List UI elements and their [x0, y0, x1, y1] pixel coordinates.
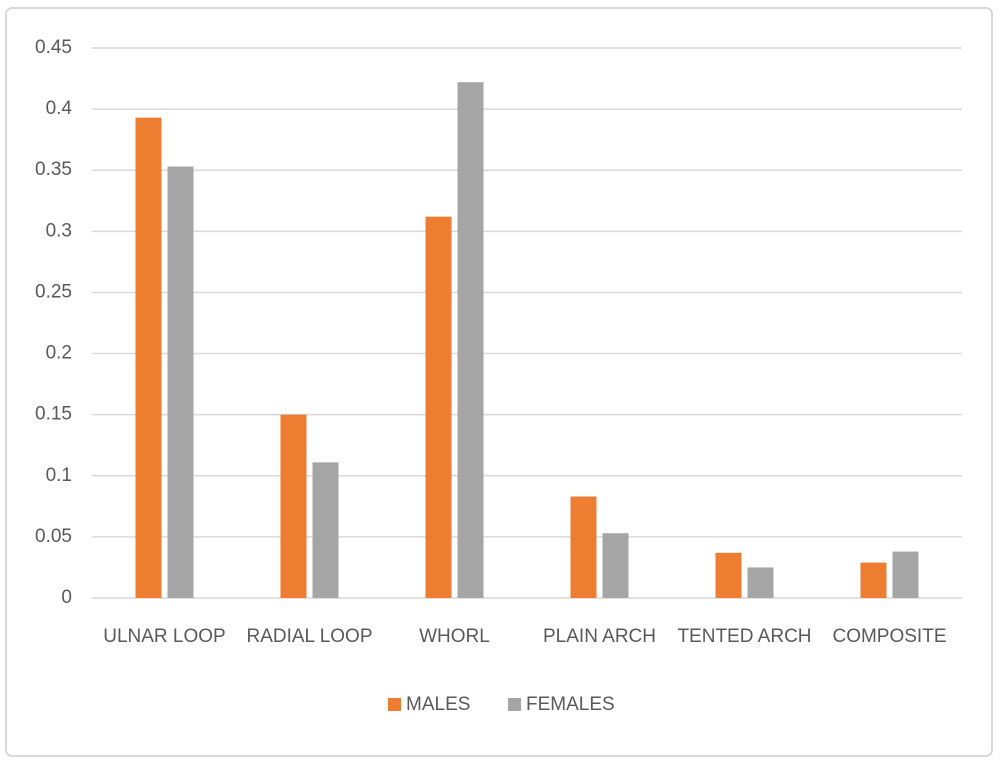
x-tick-label: COMPOSITE — [832, 626, 946, 647]
y-tick-label: 0.35 — [35, 159, 72, 180]
x-tick-label: WHORL — [419, 626, 490, 647]
bar — [892, 551, 919, 598]
y-tick-label: 0.2 — [46, 343, 72, 364]
bar — [135, 117, 162, 599]
bar — [570, 496, 597, 598]
x-tick-label: RADIAL LOOP — [246, 626, 372, 647]
bar — [167, 166, 194, 599]
legend-swatch — [388, 698, 401, 711]
y-tick-label: 0 — [61, 587, 72, 608]
bar — [715, 552, 742, 598]
legend-label: FEMALES — [526, 694, 615, 715]
legend-label: MALES — [406, 694, 470, 715]
bar — [602, 533, 629, 598]
x-tick-label: TENTED ARCH — [677, 626, 811, 647]
bar — [457, 82, 484, 598]
bar — [425, 216, 452, 598]
y-tick-label: 0.25 — [35, 281, 72, 302]
x-tick-label: ULNAR LOOP — [103, 626, 225, 647]
bar — [280, 414, 307, 598]
y-tick-label: 0.3 — [46, 220, 72, 241]
y-tick-label: 0.15 — [35, 404, 72, 425]
chart-frame — [5, 7, 993, 757]
bar — [747, 567, 774, 598]
bar — [312, 462, 339, 598]
legend-swatch — [508, 698, 521, 711]
x-tick-label: PLAIN ARCH — [543, 626, 656, 647]
bar — [860, 562, 887, 598]
y-tick-label: 0.45 — [35, 37, 72, 58]
y-tick-label: 0.4 — [46, 98, 73, 119]
y-tick-label: 0.05 — [35, 526, 72, 547]
y-tick-label: 0.1 — [46, 465, 72, 486]
